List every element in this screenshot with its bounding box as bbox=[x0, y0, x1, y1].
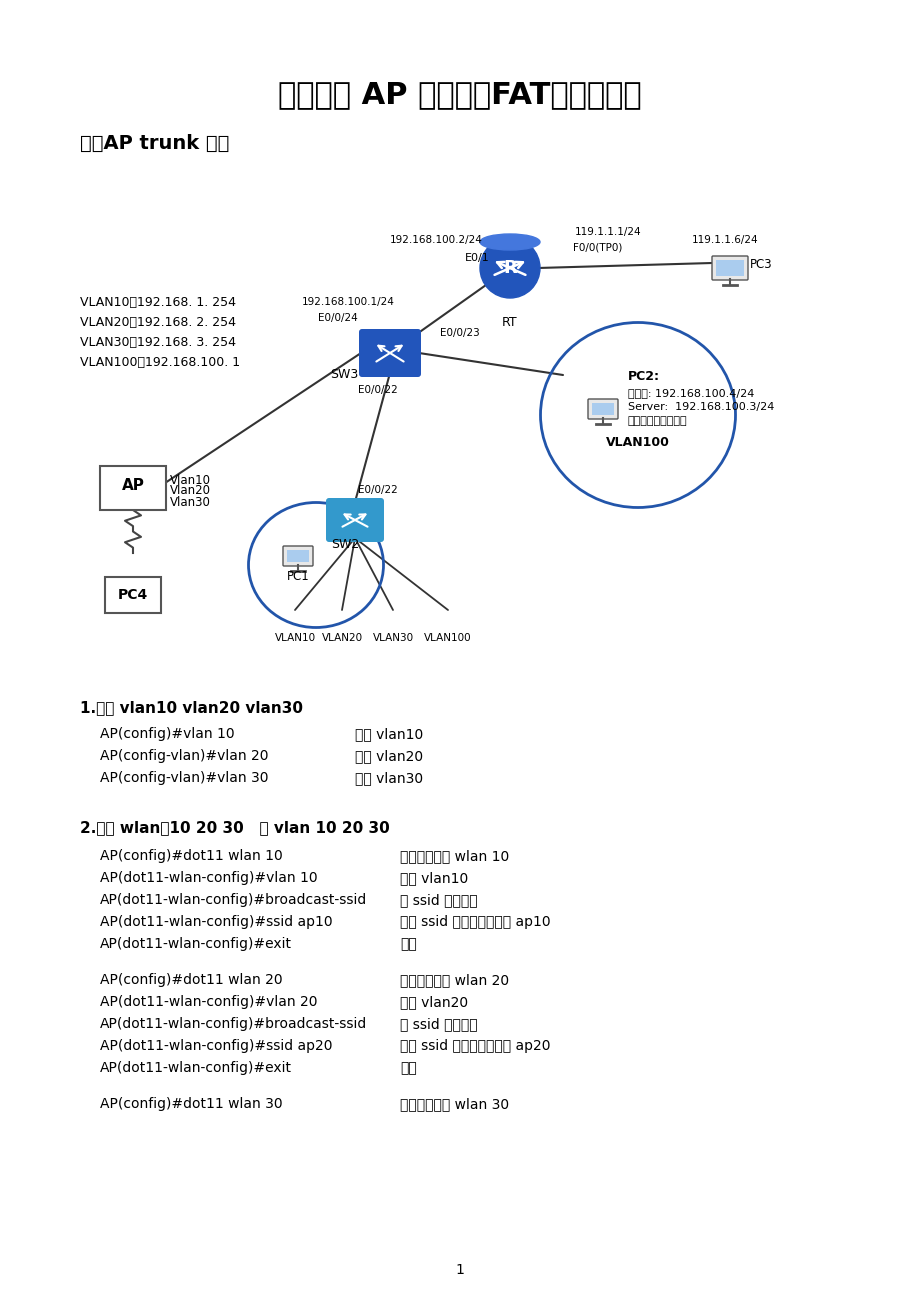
Text: 创建无线网络 wlan 30: 创建无线网络 wlan 30 bbox=[400, 1098, 508, 1111]
Text: 创建 vlan20: 创建 vlan20 bbox=[355, 749, 423, 763]
Text: E0/0/22: E0/0/22 bbox=[357, 486, 397, 495]
Text: F0/0(TP0): F0/0(TP0) bbox=[573, 243, 621, 253]
FancyBboxPatch shape bbox=[287, 549, 309, 562]
Text: AP(dot11-wlan-config)#exit: AP(dot11-wlan-config)#exit bbox=[100, 1061, 291, 1075]
Text: 创建无线网络 wlan 20: 创建无线网络 wlan 20 bbox=[400, 973, 508, 987]
Text: AP(config)#dot11 wlan 20: AP(config)#dot11 wlan 20 bbox=[100, 973, 282, 987]
Text: VLAN20: VLAN20 bbox=[321, 633, 362, 643]
Text: SW3: SW3 bbox=[329, 368, 357, 381]
Text: 1.创建 vlan10 vlan20 vlan30: 1.创建 vlan10 vlan20 vlan30 bbox=[80, 700, 302, 716]
Text: AP(config)#dot11 wlan 10: AP(config)#dot11 wlan 10 bbox=[100, 849, 282, 863]
Text: 192.168.100.1/24: 192.168.100.1/24 bbox=[301, 297, 394, 307]
Text: VLAN100：192.168.100. 1: VLAN100：192.168.100. 1 bbox=[80, 355, 240, 368]
Text: VLAN10：192.168. 1. 254: VLAN10：192.168. 1. 254 bbox=[80, 296, 236, 309]
Text: SW2: SW2 bbox=[331, 538, 358, 551]
Text: AP(config-vlan)#vlan 20: AP(config-vlan)#vlan 20 bbox=[100, 749, 268, 763]
Text: AP(dot11-wlan-config)#vlan 10: AP(dot11-wlan-config)#vlan 10 bbox=[100, 871, 317, 885]
Text: AP(config)#vlan 10: AP(config)#vlan 10 bbox=[100, 727, 234, 741]
Text: E0/1: E0/1 bbox=[464, 253, 489, 263]
FancyBboxPatch shape bbox=[105, 577, 161, 613]
Text: 192.168.100.2/24: 192.168.100.2/24 bbox=[390, 234, 482, 245]
Text: 退出: 退出 bbox=[400, 937, 416, 950]
Text: 一、AP trunk 模式: 一、AP trunk 模式 bbox=[80, 134, 229, 152]
Text: 119.1.1.6/24: 119.1.1.6/24 bbox=[691, 234, 757, 245]
Text: E0/0/24: E0/0/24 bbox=[318, 312, 357, 323]
Text: 退出: 退出 bbox=[400, 1061, 416, 1075]
Text: PC2:: PC2: bbox=[628, 371, 659, 384]
Text: AP(dot11-wlan-config)#broadcast-ssid: AP(dot11-wlan-config)#broadcast-ssid bbox=[100, 1017, 367, 1031]
Text: VLAN20：192.168. 2. 254: VLAN20：192.168. 2. 254 bbox=[80, 315, 236, 328]
Circle shape bbox=[480, 238, 539, 298]
Text: 1: 1 bbox=[455, 1263, 464, 1277]
Text: 锐捷无线 AP 胖模式（FAT）配置案例: 锐捷无线 AP 胖模式（FAT）配置案例 bbox=[278, 81, 641, 109]
Text: PC3: PC3 bbox=[749, 258, 772, 271]
Text: 119.1.1.1/24: 119.1.1.1/24 bbox=[574, 227, 641, 237]
Text: E0/0/23: E0/0/23 bbox=[439, 328, 479, 339]
Text: Vlan30: Vlan30 bbox=[170, 496, 210, 509]
Text: Server:  192.168.100.3/24: Server: 192.168.100.3/24 bbox=[628, 402, 774, 411]
Text: AP(dot11-wlan-config)#broadcast-ssid: AP(dot11-wlan-config)#broadcast-ssid bbox=[100, 893, 367, 907]
Text: 创建 vlan30: 创建 vlan30 bbox=[355, 771, 423, 785]
Text: 创建 vlan10: 创建 vlan10 bbox=[355, 727, 423, 741]
Text: 本地机: 192.168.100.4/24: 本地机: 192.168.100.4/24 bbox=[628, 388, 754, 398]
FancyBboxPatch shape bbox=[711, 256, 747, 280]
Text: Vlan20: Vlan20 bbox=[170, 484, 210, 497]
FancyBboxPatch shape bbox=[283, 546, 312, 566]
Text: E0/0/22: E0/0/22 bbox=[357, 385, 397, 395]
Text: PC1: PC1 bbox=[287, 570, 309, 583]
FancyBboxPatch shape bbox=[100, 466, 165, 510]
Text: VLAN100: VLAN100 bbox=[606, 436, 669, 449]
Text: VLAN30：192.168. 3. 254: VLAN30：192.168. 3. 254 bbox=[80, 336, 236, 349]
Text: 将 ssid 名称广播: 将 ssid 名称广播 bbox=[400, 1017, 477, 1031]
Text: 配置 ssid 广播标识名称为 ap20: 配置 ssid 广播标识名称为 ap20 bbox=[400, 1039, 550, 1053]
FancyBboxPatch shape bbox=[715, 260, 743, 276]
Text: RT: RT bbox=[502, 316, 517, 329]
Text: 将 ssid 名称广播: 将 ssid 名称广播 bbox=[400, 893, 477, 907]
Text: AP: AP bbox=[121, 478, 144, 492]
Text: （虚拟机做服务器）: （虚拟机做服务器） bbox=[628, 417, 686, 426]
Text: Vlan10: Vlan10 bbox=[170, 474, 210, 487]
Text: AP(dot11-wlan-config)#ssid ap10: AP(dot11-wlan-config)#ssid ap10 bbox=[100, 915, 333, 930]
FancyBboxPatch shape bbox=[325, 497, 383, 542]
Text: AP(dot11-wlan-config)#exit: AP(dot11-wlan-config)#exit bbox=[100, 937, 291, 950]
Text: 创建无线网络 wlan 10: 创建无线网络 wlan 10 bbox=[400, 849, 509, 863]
Text: AP(dot11-wlan-config)#ssid ap20: AP(dot11-wlan-config)#ssid ap20 bbox=[100, 1039, 332, 1053]
Text: AP(dot11-wlan-config)#vlan 20: AP(dot11-wlan-config)#vlan 20 bbox=[100, 995, 317, 1009]
Text: VLAN30: VLAN30 bbox=[372, 633, 414, 643]
Text: AP(config-vlan)#vlan 30: AP(config-vlan)#vlan 30 bbox=[100, 771, 268, 785]
Text: 关联 vlan10: 关联 vlan10 bbox=[400, 871, 468, 885]
Text: 2.创建 wlan：10 20 30   联 vlan 10 20 30: 2.创建 wlan：10 20 30 联 vlan 10 20 30 bbox=[80, 820, 390, 836]
Ellipse shape bbox=[480, 234, 539, 250]
Text: 配置 ssid 广播标识名称为 ap10: 配置 ssid 广播标识名称为 ap10 bbox=[400, 915, 550, 930]
Text: VLAN10: VLAN10 bbox=[274, 633, 315, 643]
FancyBboxPatch shape bbox=[358, 329, 421, 378]
FancyBboxPatch shape bbox=[587, 398, 618, 419]
Text: VLAN100: VLAN100 bbox=[424, 633, 471, 643]
FancyBboxPatch shape bbox=[591, 404, 613, 415]
Text: 关联 vlan20: 关联 vlan20 bbox=[400, 995, 468, 1009]
Text: PC4: PC4 bbox=[118, 589, 148, 602]
Text: R: R bbox=[503, 259, 516, 277]
Text: AP(config)#dot11 wlan 30: AP(config)#dot11 wlan 30 bbox=[100, 1098, 282, 1111]
